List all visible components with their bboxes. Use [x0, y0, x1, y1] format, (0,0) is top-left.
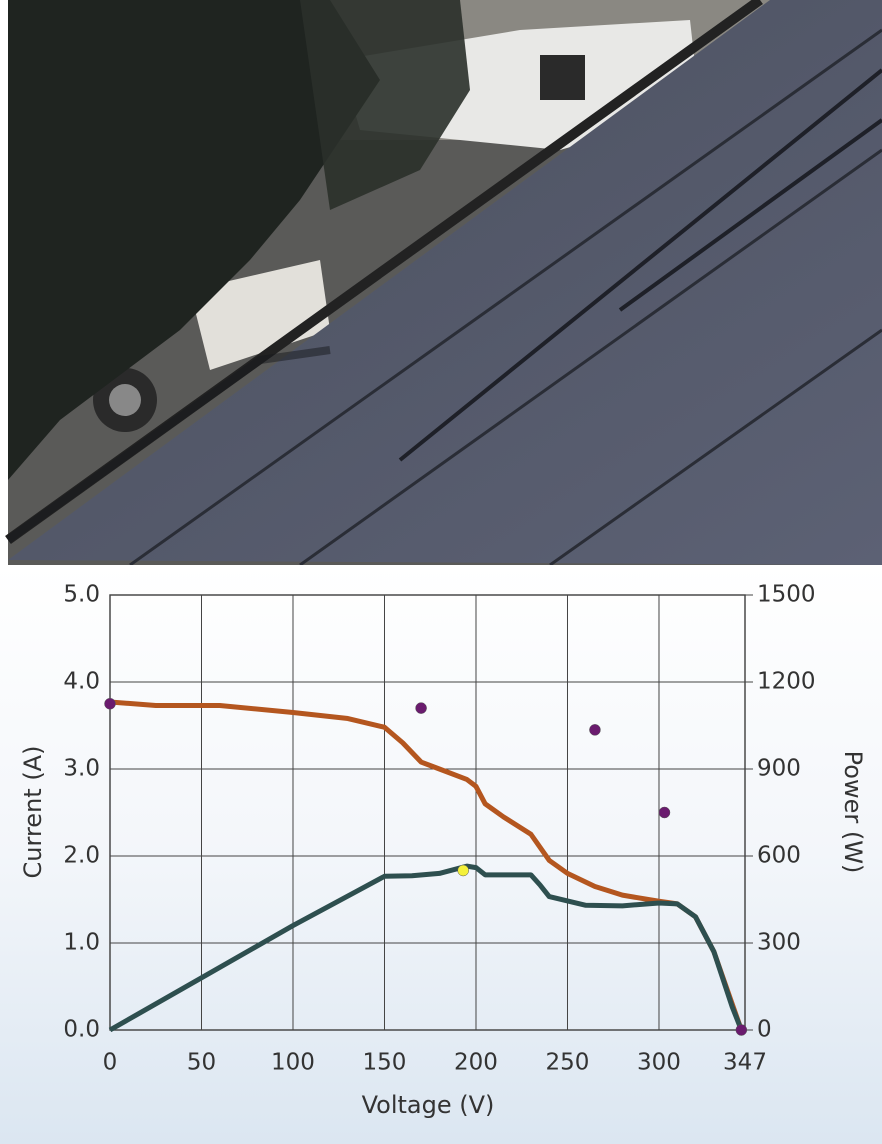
photo — [5, 0, 882, 567]
y2-tick-label: 1500 — [757, 582, 816, 608]
x-tick-label: 200 — [454, 1050, 498, 1076]
y2-tick-label: 900 — [757, 756, 801, 782]
x-tick-label: 100 — [271, 1050, 315, 1076]
y-tick-label: 3.0 — [63, 756, 100, 782]
x-tick-label: 150 — [363, 1050, 407, 1076]
x-tick-label: 300 — [637, 1050, 681, 1076]
y-tick-label: 5.0 — [63, 582, 100, 608]
series-line — [108, 863, 744, 1033]
data-point — [104, 698, 116, 710]
y2-tick-label: 600 — [757, 843, 801, 869]
x-tick-label: 50 — [187, 1050, 216, 1076]
data-point — [457, 864, 469, 877]
y2-tick-label: 300 — [757, 930, 801, 956]
x-tick-label: 347 — [723, 1050, 767, 1076]
chart: 0 50 100 150 200 250 300 347 0.0 1.0 2.0 3.0 4.0 5.0 0… — [63, 582, 815, 1076]
data-point — [589, 724, 601, 736]
y2-axis-title: Power (W) — [839, 751, 867, 874]
y-tick-label: 0.0 — [63, 1017, 100, 1043]
y2-tick-label: 1200 — [757, 669, 816, 695]
data-point — [735, 1024, 748, 1036]
y2-tick-label: 0 — [757, 1017, 772, 1043]
x-tick-label: 0 — [103, 1050, 118, 1076]
x-tick-label: 250 — [546, 1050, 590, 1076]
data-point — [658, 806, 671, 819]
y-tick-label: 4.0 — [63, 669, 100, 695]
y-tick-label: 1.0 — [63, 930, 100, 956]
y-axis-title: Current (A) — [19, 746, 47, 879]
x-axis-title: Voltage (V) — [362, 1091, 495, 1119]
data-point — [415, 702, 427, 714]
chart-background — [0, 565, 882, 1144]
y-tick-label: 2.0 — [63, 843, 100, 869]
